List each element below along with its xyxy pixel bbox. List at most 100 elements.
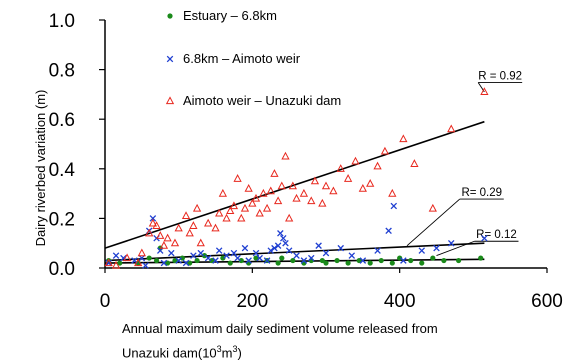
data-point	[329, 186, 338, 195]
data-point	[148, 218, 158, 227]
data-point	[233, 174, 242, 182]
data-point	[319, 257, 325, 264]
x-marker-stroke	[149, 215, 157, 222]
x-marker-stroke	[433, 244, 440, 252]
data-point	[481, 234, 488, 242]
series-0	[106, 245, 484, 266]
data-point	[112, 252, 120, 259]
data-point	[274, 242, 282, 249]
x-marker-stroke	[300, 257, 308, 264]
data-point	[201, 253, 208, 259]
data-point	[163, 233, 172, 242]
data-point	[308, 254, 315, 262]
data-point	[321, 181, 331, 190]
data-point	[378, 257, 384, 264]
data-point	[226, 206, 235, 215]
data-point	[373, 161, 382, 170]
x-tick-label: 600	[531, 291, 563, 312]
data-point	[310, 176, 320, 185]
legend-marker	[166, 55, 174, 63]
x-tick-label: 400	[384, 291, 416, 312]
data-point	[185, 228, 194, 237]
data-point	[410, 159, 419, 167]
data-point	[220, 255, 226, 261]
data-point	[248, 198, 257, 207]
x-marker-stroke	[274, 242, 282, 249]
x-axis-label-end: )	[237, 345, 242, 361]
data-point	[418, 247, 426, 254]
x-marker-stroke	[142, 262, 149, 269]
trendline	[104, 120, 485, 249]
data-point	[209, 257, 215, 264]
data-point	[315, 242, 322, 249]
x-marker-stroke	[223, 252, 230, 259]
data-point	[351, 156, 360, 165]
x-marker-stroke	[204, 254, 212, 262]
data-point	[245, 257, 252, 264]
data-point	[337, 244, 344, 252]
legend: Estuary – 6.8km 6.8km – Aimoto weir Aimoto…	[165, 8, 341, 108]
x-marker-stroke	[166, 55, 174, 63]
x-marker-stroke	[418, 247, 426, 254]
data-point	[285, 213, 294, 222]
data-point	[322, 249, 330, 257]
data-point	[238, 257, 244, 264]
data-point	[323, 260, 329, 266]
data-point	[134, 258, 143, 267]
x-axis-label-line2: Unazuki dam(103m3)	[122, 339, 562, 363]
annotation-leader	[406, 198, 461, 247]
data-point	[159, 241, 169, 249]
data-point	[149, 215, 157, 222]
data-point	[300, 257, 308, 264]
x-marker-stroke	[215, 247, 223, 254]
data-point	[428, 203, 437, 212]
r-value-label: R= 0.29	[461, 187, 502, 199]
data-point	[419, 260, 425, 266]
data-point	[122, 253, 132, 262]
data-point	[196, 238, 205, 247]
r-value-label: R= 0.12	[476, 229, 517, 241]
data-point	[175, 257, 182, 264]
data-point	[182, 259, 190, 267]
data-point	[292, 193, 301, 202]
data-point	[279, 255, 285, 261]
data-point	[447, 239, 455, 247]
data-point	[187, 260, 193, 266]
x-marker-stroke	[271, 244, 278, 252]
data-point	[359, 257, 367, 264]
x-marker-stroke	[337, 244, 344, 252]
x-marker-stroke	[182, 259, 190, 267]
data-point	[204, 254, 212, 262]
data-point	[380, 146, 390, 155]
data-point	[480, 87, 489, 96]
x-marker-stroke	[348, 252, 356, 259]
data-point	[478, 255, 484, 261]
x-tick-label: 0	[100, 291, 111, 312]
data-point	[374, 247, 381, 254]
data-point	[256, 254, 263, 262]
r-value-label: R = 0.92	[478, 71, 522, 83]
legend-marker	[167, 13, 173, 19]
x-marker-stroke	[308, 254, 315, 262]
x-marker-stroke	[267, 247, 275, 254]
x-marker-stroke	[277, 230, 284, 237]
x-marker-stroke	[190, 252, 197, 259]
axes	[99, 19, 548, 273]
annotation-leader	[436, 240, 475, 257]
data-point	[348, 252, 356, 259]
data-point	[230, 249, 238, 257]
x-marker-stroke	[105, 259, 112, 267]
series-2	[104, 87, 489, 269]
x-marker-stroke	[447, 239, 455, 247]
data-point	[343, 174, 353, 182]
data-point	[262, 203, 272, 212]
legend-marker	[165, 96, 175, 105]
data-point	[259, 188, 268, 197]
data-point	[270, 169, 279, 177]
x-marker-stroke	[197, 249, 205, 257]
data-point	[358, 183, 367, 192]
data-point	[218, 188, 227, 197]
data-point	[263, 257, 271, 264]
data-point	[204, 218, 213, 227]
